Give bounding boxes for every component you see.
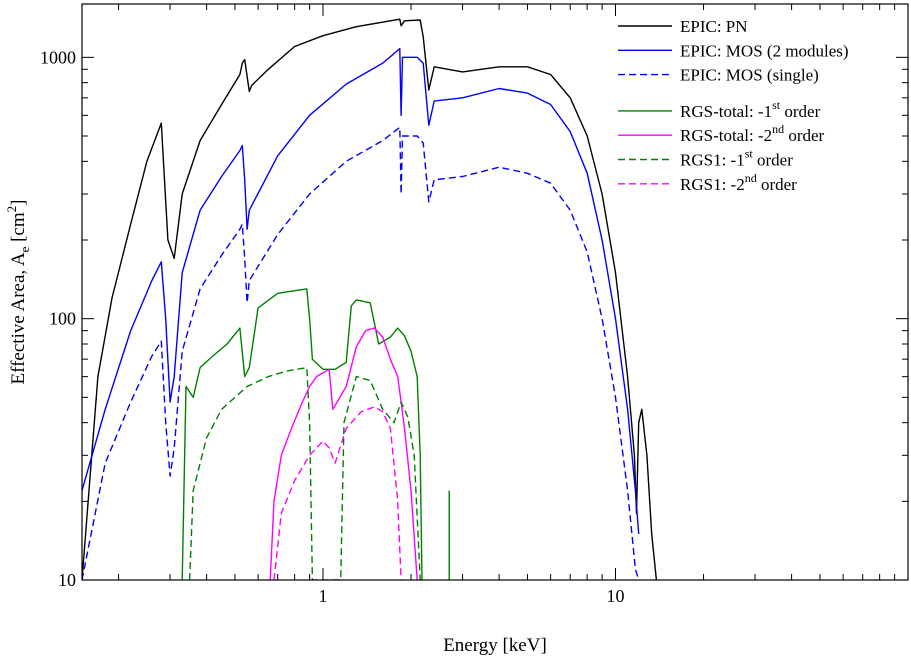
legend-label-main: EPIC: MOS (single): [680, 66, 819, 85]
legend-label-main: EPIC: MOS (2 modules): [680, 41, 849, 60]
legend-label-tail: order: [753, 151, 793, 170]
legend-label-main: RGS1: -1: [680, 151, 745, 170]
y-axis-label-sup: 2: [4, 206, 19, 213]
legend-label: RGS-total: -1st order: [680, 98, 821, 121]
legend-item-2: EPIC: MOS (2 modules): [618, 41, 849, 60]
y-axis-label-sub: e: [17, 246, 32, 252]
legend-label-main: RGS-total: -2: [680, 126, 772, 145]
series-line-1: [82, 18, 658, 580]
legend-label-sup: nd: [772, 122, 784, 136]
y-axis-label-unit-open: [cm: [8, 212, 29, 247]
x-axis-label: Energy [keV]: [443, 635, 547, 656]
legend-label-main: RGS-total: -1: [680, 102, 772, 121]
legend-label: RGS1: -1st order: [680, 147, 793, 170]
legend-label-sup: st: [772, 98, 781, 112]
legend-label-sup: nd: [745, 171, 757, 185]
series-layer: [82, 18, 658, 580]
y-axis-label-unit-close: ]: [8, 200, 29, 206]
y-axis-label-main: Effective Area, A: [8, 252, 29, 384]
legend-item-3: EPIC: MOS (single): [618, 66, 819, 85]
legend-label-main: RGS1: -2: [680, 175, 745, 194]
legend-label-tail: order: [780, 102, 820, 121]
x-tick-label: 10: [606, 586, 624, 606]
legend-item-4: RGS-total: -1st order: [618, 98, 821, 121]
ticks-layer: 1 10 10 100 1000: [40, 4, 909, 606]
legend-label: EPIC: PN: [680, 17, 748, 36]
legend-label: EPIC: MOS (single): [680, 66, 819, 85]
x-tick-label: 1: [318, 586, 327, 606]
legend-item-5: RGS-total: -2nd order: [618, 122, 825, 145]
legend-label-tail: order: [784, 126, 824, 145]
legend-label: EPIC: MOS (2 modules): [680, 41, 849, 60]
plot-frame: [81, 3, 909, 581]
series-line-5: [269, 327, 418, 580]
legend-label-sup: st: [745, 147, 754, 161]
y-axis-label: Effective Area, Ae [cm2]: [4, 200, 32, 385]
y-tick-label: 10: [58, 570, 76, 590]
legend-label: RGS-total: -2nd order: [680, 122, 825, 145]
y-tick-label: 1000: [40, 47, 76, 67]
legend-item-7: RGS1: -2nd order: [618, 171, 797, 194]
legend-label: RGS1: -2nd order: [680, 171, 797, 194]
legend-item-6: RGS1: -1st order: [618, 147, 793, 170]
series-line-2: [82, 47, 640, 535]
series-line-3: [82, 126, 640, 580]
legend-label-main: EPIC: PN: [680, 17, 748, 36]
series-line-6: [188, 366, 421, 580]
legend-label-tail: order: [757, 175, 797, 194]
legend: EPIC: PN EPIC: MOS (2 modules) EPIC: MOS (…: [618, 17, 849, 194]
legend-item-1: EPIC: PN: [618, 17, 748, 36]
y-tick-label: 100: [49, 309, 76, 329]
series-line-4: [181, 288, 423, 580]
